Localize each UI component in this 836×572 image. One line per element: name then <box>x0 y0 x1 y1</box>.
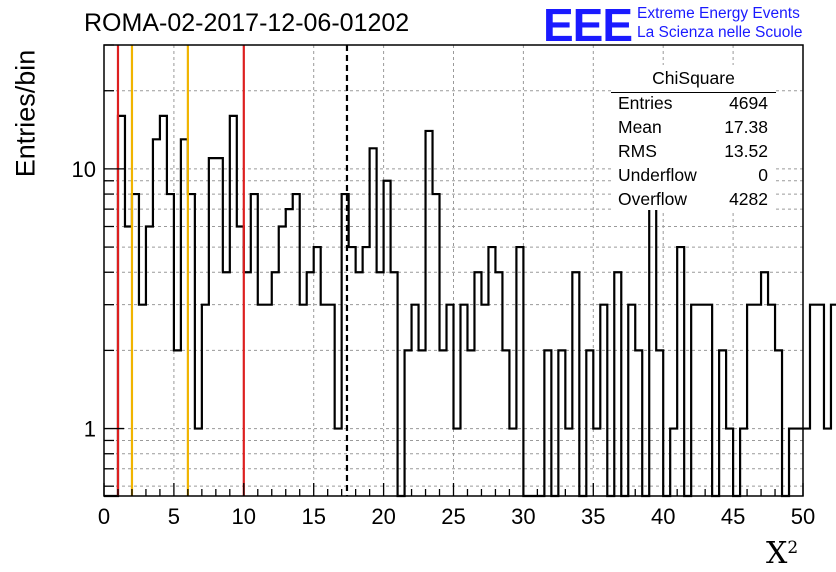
stats-key: Entries <box>618 93 673 113</box>
x-tick-label: 15 <box>301 504 325 529</box>
x-tick-label: 5 <box>168 504 180 529</box>
y-tick-label: 10 <box>72 157 96 182</box>
stats-key: RMS <box>618 141 657 161</box>
stats-key: Overflow <box>618 189 688 209</box>
x-tick-label: 40 <box>651 504 675 529</box>
x-tick-label: 45 <box>721 504 745 529</box>
histogram-series <box>104 114 836 498</box>
stats-value: 4694 <box>729 93 768 113</box>
chart-title: ROMA-02-2017-12-06-01202 <box>84 9 410 37</box>
stats-divider <box>611 92 776 93</box>
logo-line-1: Extreme Energy Events <box>637 5 800 22</box>
stats-key: Mean <box>618 117 662 137</box>
x-tick-label: 30 <box>511 504 535 529</box>
logo-line-2: La Scienza nelle Scuole <box>637 24 803 41</box>
stats-key: Underflow <box>618 165 697 185</box>
y-axis-label: Entries/bin <box>10 49 41 178</box>
x-tick-label: 0 <box>98 504 110 529</box>
stats-header: ChiSquare <box>652 68 735 88</box>
x-tick-label: 35 <box>581 504 605 529</box>
stats-value: 0 <box>758 165 768 185</box>
x-axis-label-superscript: 2 <box>787 538 799 558</box>
eee-logo: EEE <box>543 0 633 51</box>
stats-value: 13.52 <box>724 141 768 161</box>
x-tick-label: 50 <box>791 504 815 529</box>
x-tick-label: 10 <box>232 504 256 529</box>
stats-value: 4282 <box>729 189 768 209</box>
stats-value: 17.38 <box>724 117 768 137</box>
x-axis-label-base: X <box>766 536 788 571</box>
y-tick-label: 1 <box>84 417 96 442</box>
x-tick-label: 25 <box>441 504 465 529</box>
x-tick-label: 20 <box>371 504 395 529</box>
x-axis-label: X2 <box>766 536 798 571</box>
stats-box: ChiSquare Entries 4694 Mean 17.38 RMS 13… <box>611 65 776 210</box>
